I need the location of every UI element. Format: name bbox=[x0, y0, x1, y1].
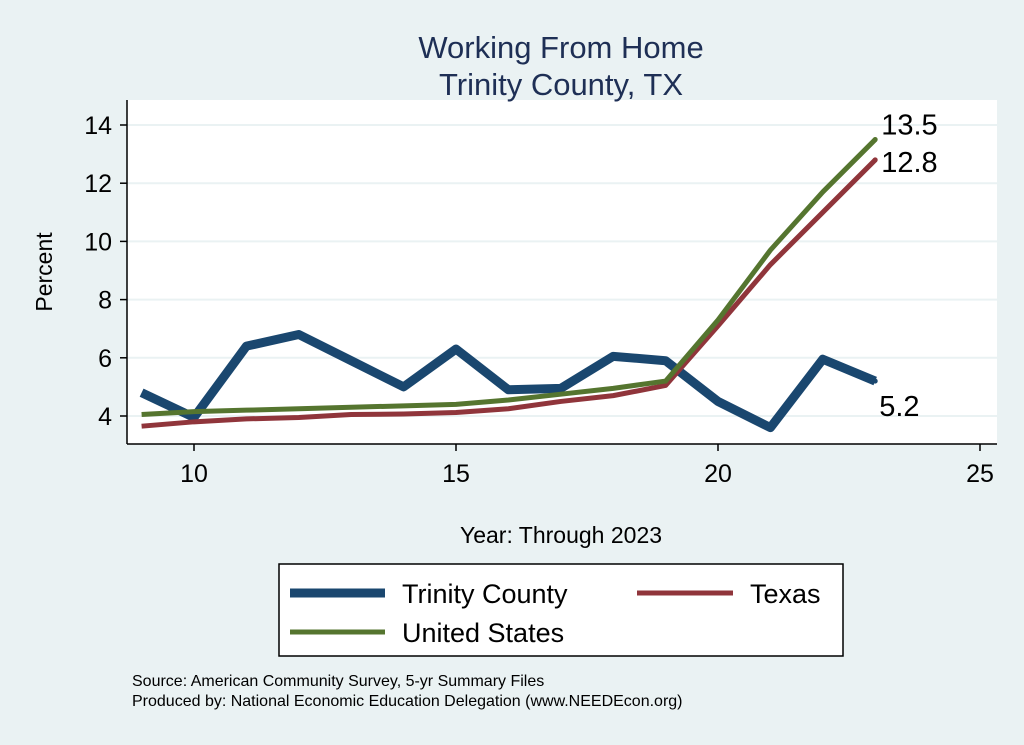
series-line-united-states bbox=[141, 137, 877, 418]
y-tick-label: 6 bbox=[98, 345, 112, 373]
end-value-label: 5.2 bbox=[879, 391, 919, 423]
legend-label-texas: Texas bbox=[750, 579, 821, 609]
end-value-label: 12.8 bbox=[881, 147, 937, 179]
legend: Trinity County Texas United States bbox=[278, 563, 844, 657]
chart-subtitle: Trinity County, TX bbox=[439, 67, 683, 102]
y-axis-label: Percent bbox=[31, 232, 57, 312]
source-note: Source: American Community Survey, 5-yr … bbox=[132, 673, 544, 690]
series-line-trinity-county bbox=[139, 330, 877, 433]
x-tick-label: 10 bbox=[180, 460, 208, 488]
end-point bbox=[872, 157, 878, 163]
series-line-texas bbox=[141, 158, 877, 429]
chart-title: Working From Home bbox=[418, 30, 703, 65]
end-point bbox=[872, 378, 878, 384]
x-axis-label: Year: Through 2023 bbox=[460, 522, 662, 548]
y-tick-label: 8 bbox=[98, 287, 112, 315]
end-point bbox=[872, 137, 878, 143]
y-tick-label: 10 bbox=[84, 228, 112, 256]
x-tick-label: 20 bbox=[704, 460, 732, 488]
y-tick-label: 12 bbox=[84, 170, 112, 198]
x-tick-label: 15 bbox=[442, 460, 470, 488]
end-value-label: 13.5 bbox=[881, 110, 937, 142]
legend-label-us: United States bbox=[402, 618, 564, 648]
y-tick-label: 14 bbox=[84, 112, 112, 140]
x-tick-label: 25 bbox=[966, 460, 994, 488]
produced-by-note: Produced by: National Economic Education… bbox=[132, 693, 683, 710]
y-tick-label: 4 bbox=[98, 403, 112, 431]
legend-box bbox=[278, 563, 844, 657]
legend-label-trinity: Trinity County bbox=[402, 579, 568, 609]
